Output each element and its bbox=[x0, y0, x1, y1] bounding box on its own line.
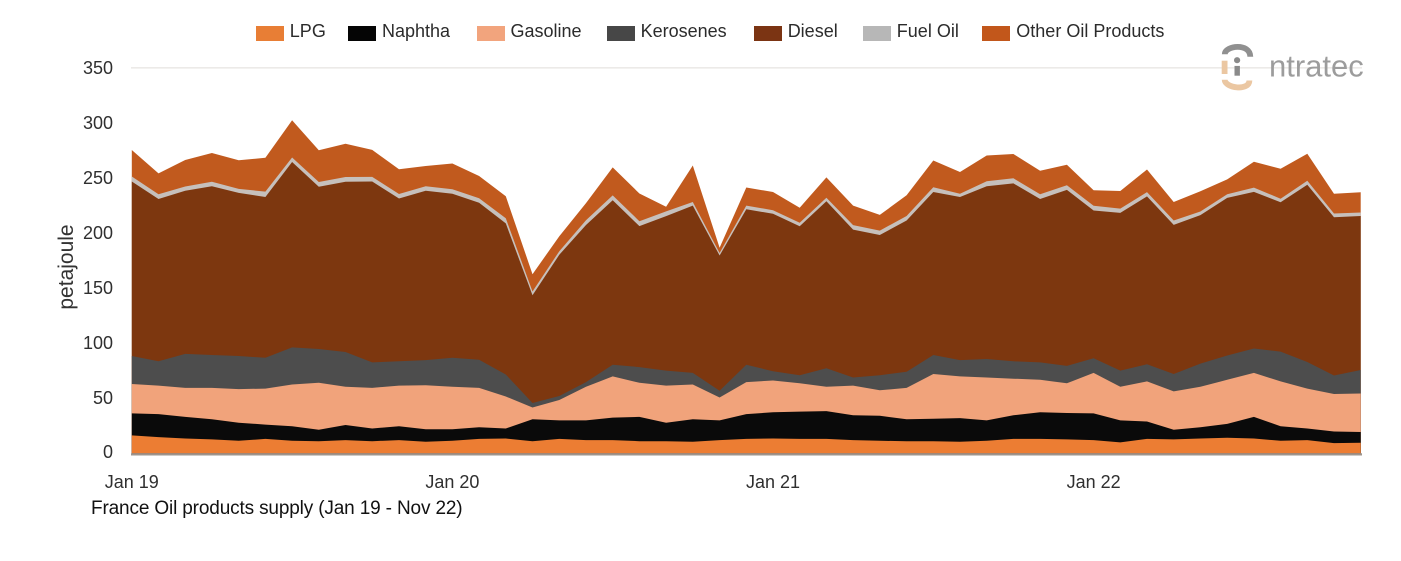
svg-text:ntratec: ntratec bbox=[1269, 49, 1364, 84]
